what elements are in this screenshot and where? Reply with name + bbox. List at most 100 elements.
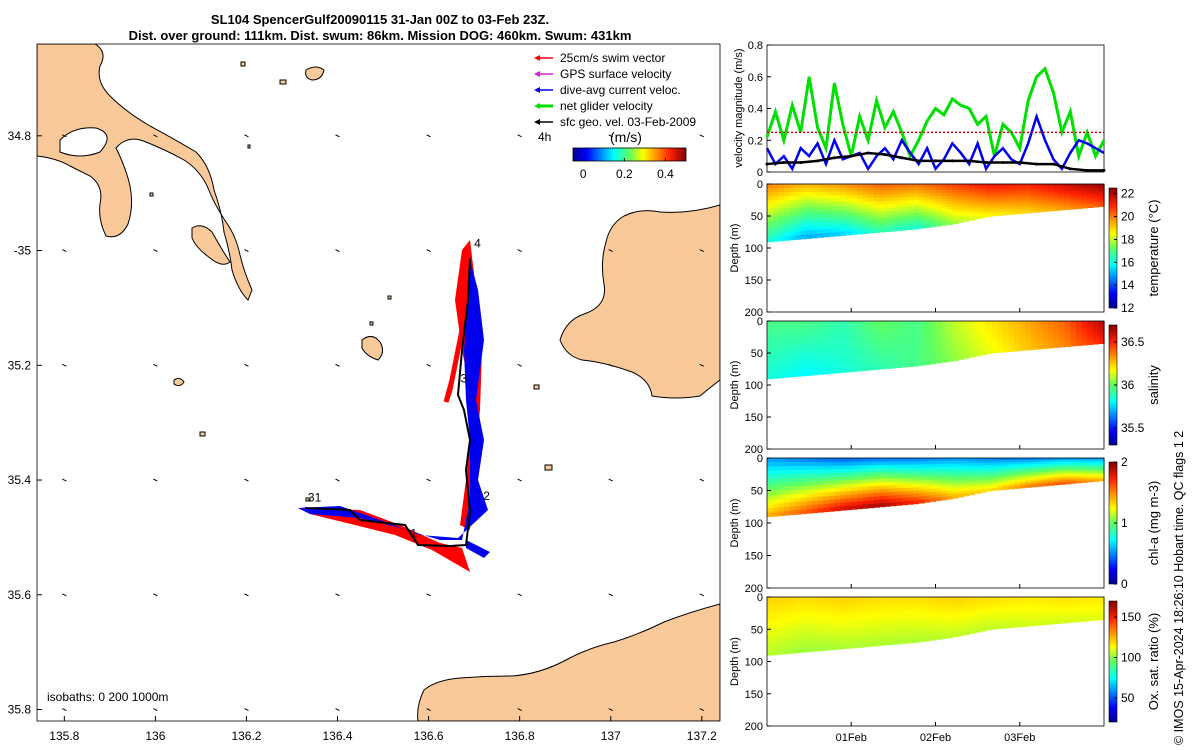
section-cell (811, 344, 819, 349)
section-cell (1008, 616, 1015, 620)
section-cell (795, 636, 802, 642)
section-cell (1098, 192, 1105, 195)
section-cell (800, 321, 807, 326)
section-cell (974, 340, 982, 344)
section-cell (952, 489, 959, 493)
section-cell (1019, 184, 1026, 187)
section-cell (1014, 327, 1021, 331)
section-cell (1092, 467, 1099, 471)
section-cell (980, 458, 987, 462)
section-cell (1042, 321, 1049, 324)
section-cell (868, 618, 875, 623)
section-cell (834, 217, 841, 222)
section-cell (991, 211, 998, 215)
section-cell (1098, 200, 1105, 203)
section-cell (1059, 200, 1066, 204)
section-cell (789, 348, 796, 354)
section-cell (963, 352, 970, 357)
section-cell (890, 488, 897, 493)
section-cell (946, 614, 953, 618)
section-cell (991, 480, 998, 484)
section-cell (1092, 610, 1099, 613)
section-cell (1081, 607, 1088, 610)
section-cell (1047, 334, 1055, 337)
section-cell (896, 468, 903, 473)
section-cell (851, 472, 858, 477)
map-y-tick-label: 35.4 (8, 473, 32, 487)
section-cell (1030, 339, 1038, 342)
section-cell (823, 366, 830, 371)
section-cell (918, 638, 925, 643)
section-cell (1042, 458, 1049, 461)
section-cell (929, 336, 937, 340)
section-cell (969, 604, 976, 608)
section-cell (1070, 205, 1077, 208)
section-cell (772, 597, 779, 602)
section-cell (1030, 325, 1038, 328)
section-cell (1036, 597, 1043, 600)
section-cell (896, 210, 903, 215)
section-cell (974, 485, 982, 489)
section-cell (862, 345, 869, 350)
section-cell (980, 609, 987, 613)
section-cell (957, 342, 965, 347)
section-cell (907, 606, 914, 611)
section-cell (806, 207, 813, 212)
section-cell (1070, 614, 1077, 618)
section-cell (862, 639, 869, 644)
section-cell (1030, 605, 1038, 608)
section-cell (1087, 610, 1094, 613)
section-cell (884, 627, 892, 632)
velocity-series-point (1068, 167, 1072, 171)
section-cell (969, 465, 976, 470)
section-cell (783, 337, 791, 342)
section-cell (1036, 464, 1043, 467)
section-cell (851, 324, 858, 329)
section-cell (1087, 341, 1094, 344)
section-cell (800, 458, 807, 463)
section-cell (1019, 609, 1026, 613)
section-cell (918, 490, 925, 494)
section-cell (817, 465, 824, 471)
section-cell (1014, 614, 1021, 617)
section-cell (1075, 321, 1083, 324)
section-cell (1081, 600, 1088, 603)
section-cell (778, 649, 785, 655)
section-cell (862, 643, 869, 648)
section-cell (828, 604, 835, 609)
section-cell (1070, 476, 1077, 479)
section-cell (884, 471, 892, 476)
section-cell (924, 461, 931, 465)
section-cell (1075, 605, 1083, 609)
section-cell (918, 480, 925, 485)
section-cell (1098, 338, 1105, 341)
section-cell (789, 462, 796, 467)
section-cell (783, 506, 791, 512)
section-cell (1098, 472, 1105, 475)
section-cell (856, 486, 864, 492)
section-cell (811, 473, 819, 479)
section-cell (1008, 484, 1015, 488)
section-cell (980, 340, 987, 344)
section-cell (957, 331, 965, 336)
section-cell (828, 343, 835, 348)
section-cell (901, 193, 909, 198)
section-cell (828, 461, 835, 467)
section-cell (991, 188, 998, 192)
section-cell (879, 327, 886, 332)
section-cell (806, 367, 813, 372)
section-cell (1030, 621, 1038, 625)
geo-velocity-arrow (153, 708, 158, 711)
section-cell (1081, 461, 1088, 464)
section-cell (1008, 184, 1015, 187)
section-cell (946, 475, 953, 480)
current-vector-band-spur (466, 540, 490, 558)
section-cell (901, 494, 909, 499)
section-cell (1042, 209, 1049, 212)
section-cell (1064, 470, 1071, 474)
section-cell (1042, 336, 1049, 340)
section-cell (1075, 341, 1083, 345)
section-cell (924, 473, 931, 478)
section-cell (1008, 196, 1015, 200)
section-cell (974, 203, 982, 207)
